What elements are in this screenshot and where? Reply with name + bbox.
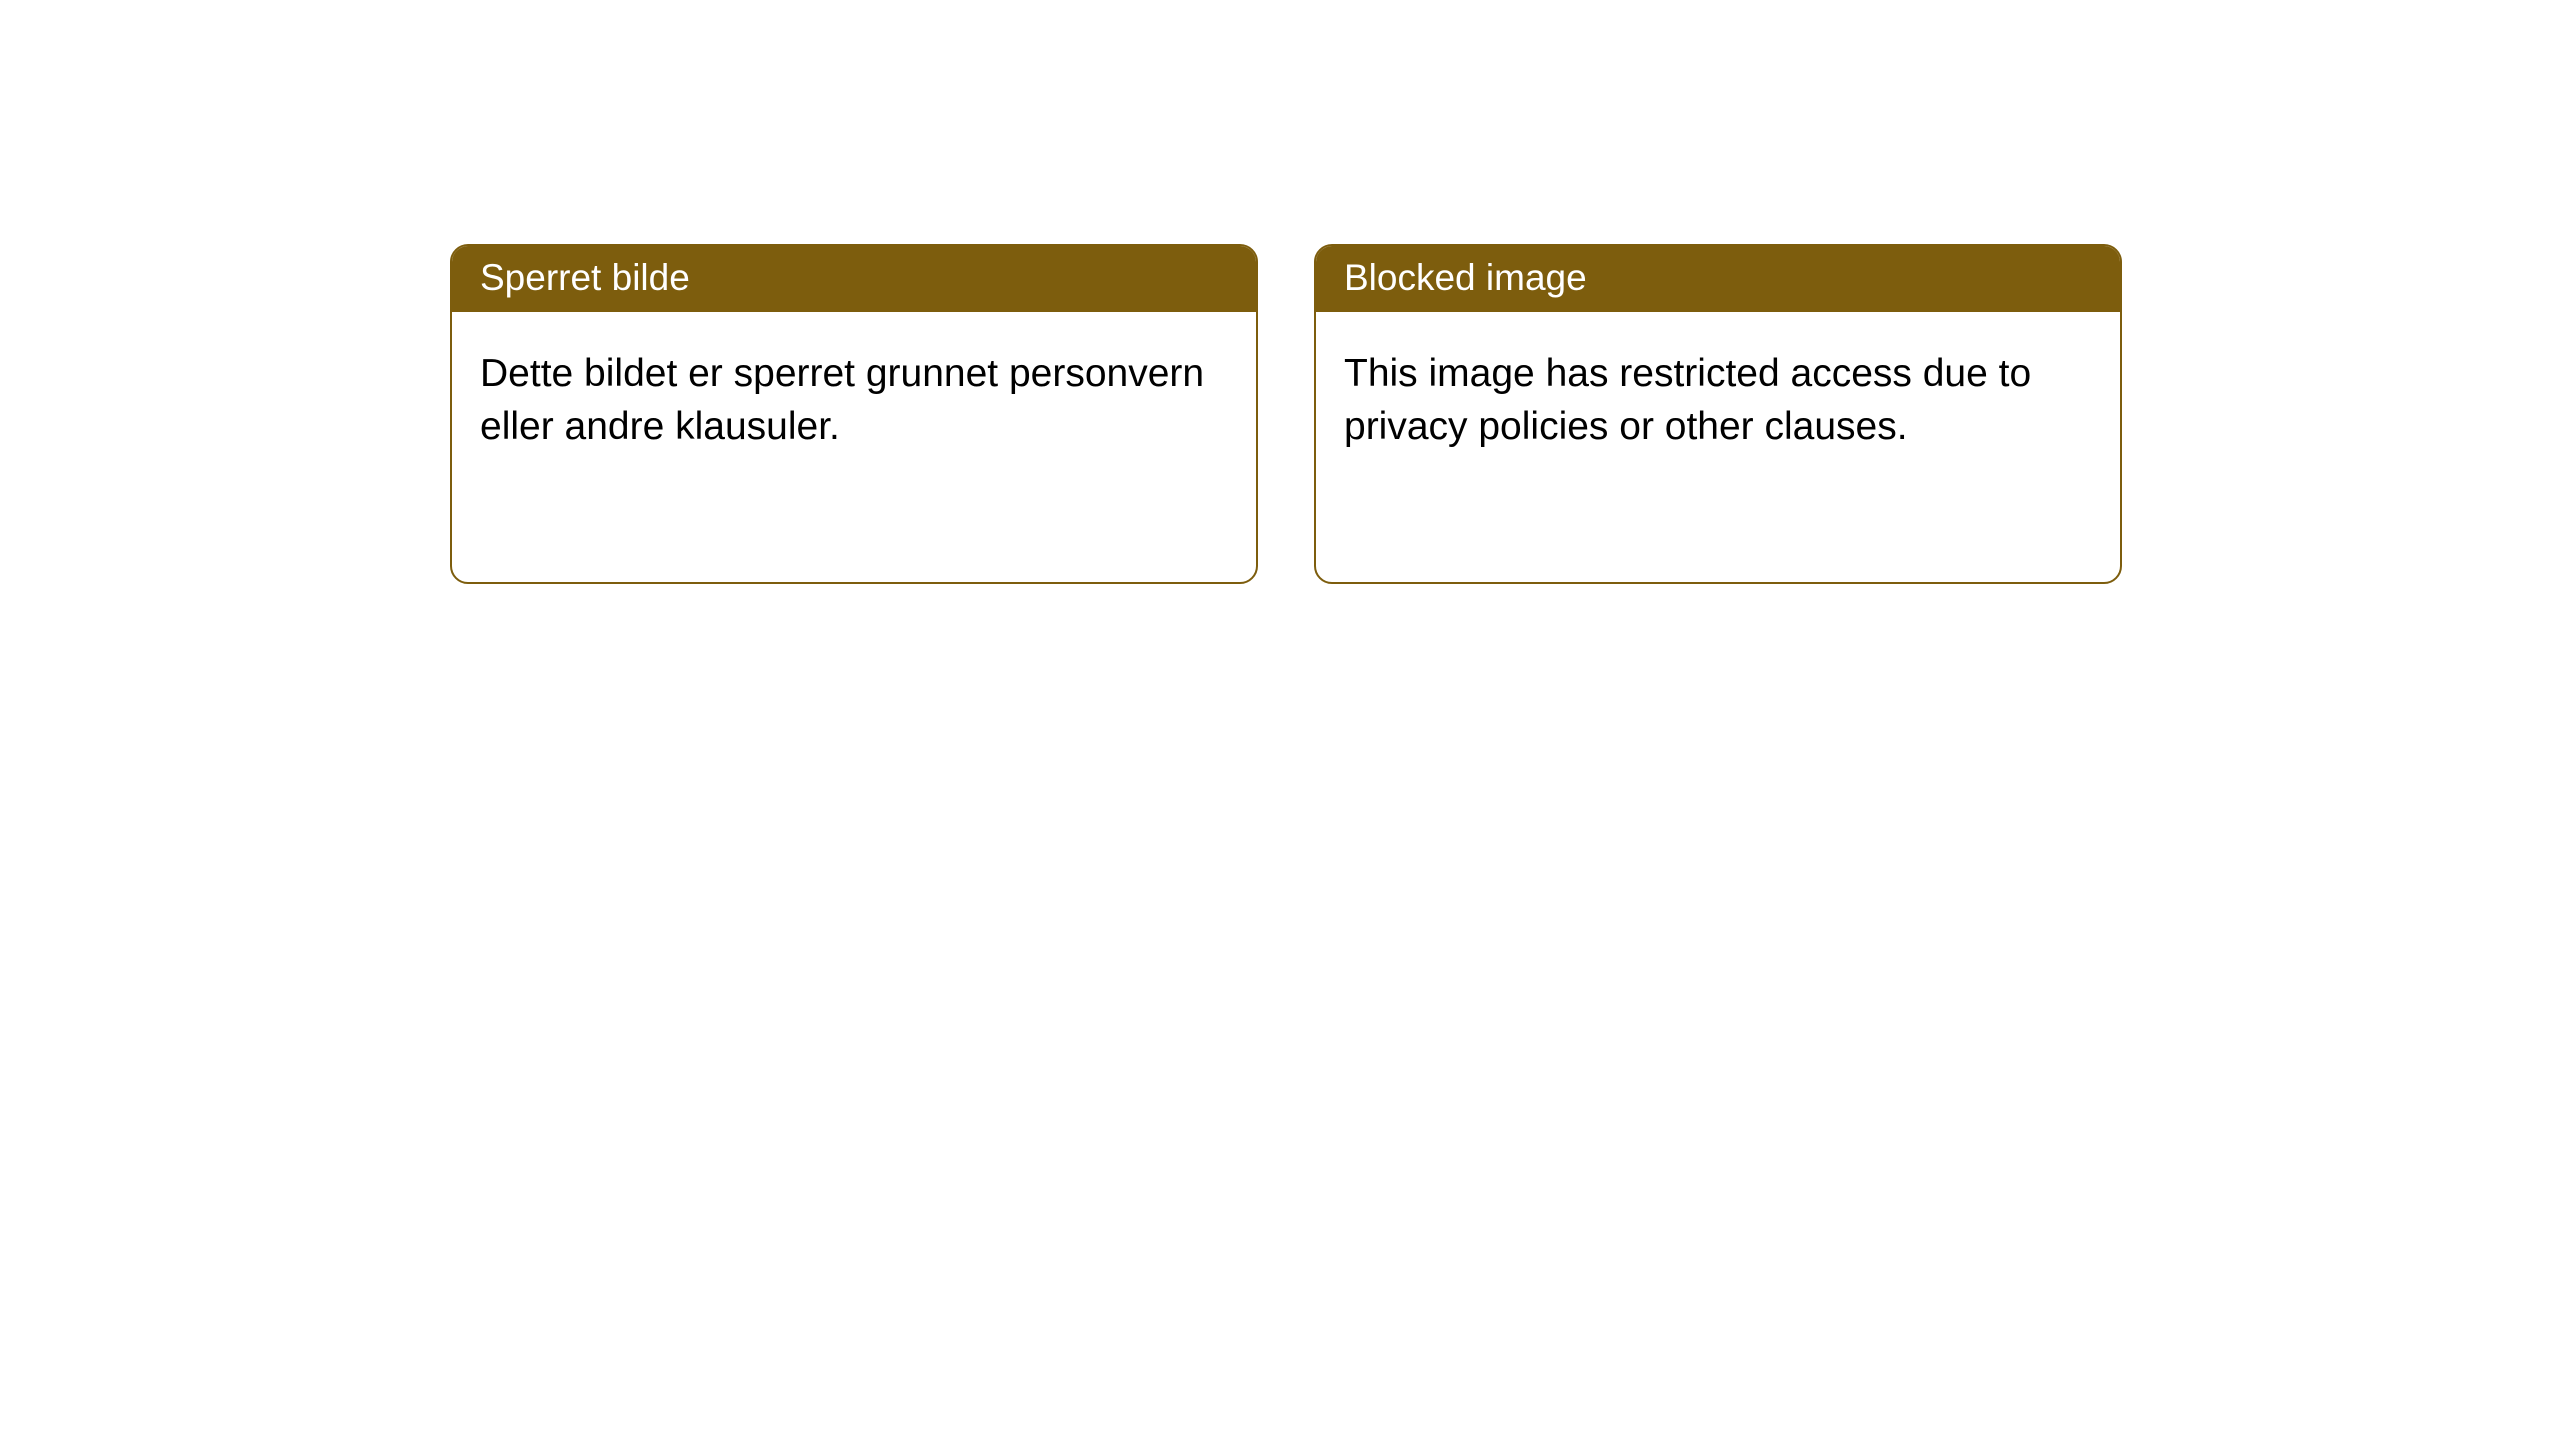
blocked-image-card-no: Sperret bilde Dette bildet er sperret gr… — [450, 244, 1258, 584]
card-header: Blocked image — [1316, 246, 2120, 312]
blocked-image-card-en: Blocked image This image has restricted … — [1314, 244, 2122, 584]
card-body: This image has restricted access due to … — [1316, 312, 2120, 481]
notice-container: Sperret bilde Dette bildet er sperret gr… — [0, 0, 2560, 584]
card-body: Dette bildet er sperret grunnet personve… — [452, 312, 1256, 481]
card-header: Sperret bilde — [452, 246, 1256, 312]
